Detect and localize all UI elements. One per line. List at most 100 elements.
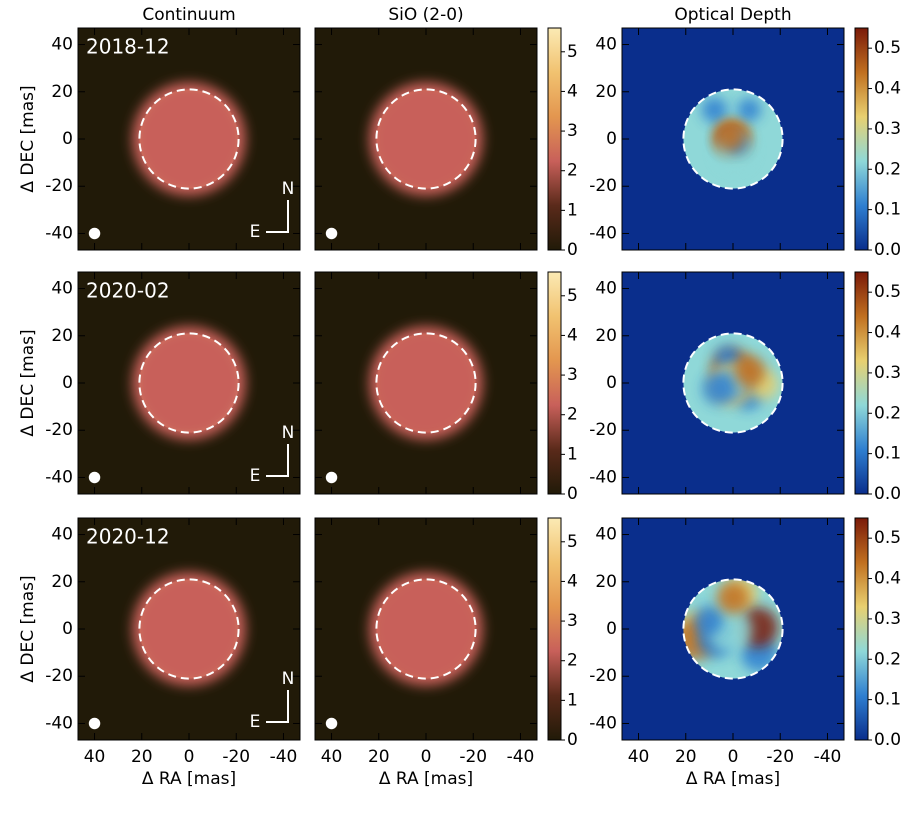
disk-outline (138, 88, 240, 190)
x-tick-label: 40 (84, 747, 106, 767)
x-tick-label: 40 (628, 747, 650, 767)
compass-north: N (282, 179, 295, 199)
column-title: Optical Depth (674, 5, 791, 25)
x-axis-label: Δ RA [mas] (379, 769, 473, 789)
epoch-label: 2018-12 (86, 35, 170, 59)
colorbar-tick-label: 3 (567, 365, 578, 385)
disk-map (683, 333, 783, 433)
y-tick-label: 40 (595, 35, 617, 55)
y-tick-label: 20 (595, 572, 617, 592)
colorbar-tick-label: 0.3 (874, 609, 901, 629)
x-tick-label: 20 (131, 747, 153, 767)
colorbar-tick-label: 1 (567, 200, 578, 220)
disk-feature (693, 605, 724, 636)
y-tick-label: -20 (45, 666, 73, 686)
colorbar-tick-label: 5 (567, 42, 578, 62)
x-tick-label: 40 (321, 747, 343, 767)
beam (88, 227, 101, 240)
colorbar-tick-label: 2 (567, 161, 578, 181)
colorbar (547, 517, 562, 741)
colorbar-tick-label: 0 (567, 730, 578, 750)
colorbar-tick-label: 0.4 (874, 79, 901, 99)
colorbar-tick-label: 0.5 (874, 282, 901, 302)
colorbar-tick-label: 4 (567, 325, 578, 345)
compass-arrows (266, 690, 289, 723)
x-tick-label: -40 (507, 747, 535, 767)
beam (88, 471, 101, 484)
panel (78, 272, 300, 494)
panel (315, 28, 537, 250)
colorbar (547, 271, 562, 495)
y-axis-label: Δ DEC [mas] (18, 85, 38, 192)
colorbar-tick-label: 0.0 (874, 484, 901, 504)
colorbar-tick-label: 0.1 (874, 690, 901, 710)
x-tick-label: -40 (270, 747, 298, 767)
colorbar-tick-label: 0.2 (874, 159, 901, 179)
y-tick-label: 0 (62, 373, 73, 393)
colorbar-tick-label: 1 (567, 444, 578, 464)
y-tick-label: -20 (45, 176, 73, 196)
disk-outline (682, 88, 784, 190)
beam (88, 717, 101, 730)
x-tick-label: -20 (459, 747, 487, 767)
y-axis-label: Δ DEC [mas] (18, 575, 38, 682)
compass-arrows (266, 444, 289, 477)
disk-feature (716, 581, 750, 615)
colorbar-tick-label: 0.4 (874, 569, 901, 589)
panel (622, 28, 844, 250)
x-tick-label: -40 (814, 747, 842, 767)
beam (325, 471, 338, 484)
colorbar-tick-label: 5 (567, 532, 578, 552)
y-axis-label: Δ DEC [mas] (18, 329, 38, 436)
x-tick-label: 20 (368, 747, 390, 767)
limb-glow (132, 82, 246, 196)
disk-map (683, 89, 783, 189)
colorbar-tick-label: 0.4 (874, 323, 901, 343)
x-tick-label: 0 (184, 747, 195, 767)
colorbar (854, 517, 869, 741)
limb-glow (132, 572, 246, 686)
y-tick-label: -40 (589, 223, 617, 243)
colorbar-tick-label: 3 (567, 121, 578, 141)
colorbar-tick-label: 0 (567, 484, 578, 504)
y-tick-label: 0 (606, 373, 617, 393)
epoch-label: 2020-12 (86, 525, 170, 549)
x-tick-label: -20 (222, 747, 250, 767)
compass-east: E (250, 222, 261, 242)
x-tick-label: -20 (766, 747, 794, 767)
y-tick-label: -20 (589, 420, 617, 440)
panel (78, 28, 300, 250)
disk-feature (702, 371, 736, 406)
disk-feature (737, 97, 761, 122)
colorbar (854, 271, 869, 495)
y-tick-label: 20 (595, 326, 617, 346)
epoch-label: 2020-02 (86, 279, 170, 303)
colorbar-tick-label: 0.5 (874, 38, 901, 58)
y-tick-label: 40 (51, 279, 73, 299)
y-tick-label: 20 (51, 572, 73, 592)
compass-north: N (282, 423, 295, 443)
beam (325, 227, 338, 240)
colorbar (547, 27, 562, 251)
compass-arrows (266, 200, 289, 233)
disk-outline (138, 332, 240, 434)
limb-glow (369, 82, 483, 196)
y-tick-label: 0 (606, 129, 617, 149)
y-tick-label: -40 (589, 467, 617, 487)
compass-north: N (282, 669, 295, 689)
colorbar-tick-label: 0.3 (874, 363, 901, 383)
disk-outline (682, 578, 784, 680)
colorbar-tick-label: 2 (567, 405, 578, 425)
limb-glow (369, 326, 483, 440)
colorbar-tick-label: 0.0 (874, 730, 901, 750)
x-tick-label: 0 (421, 747, 432, 767)
colorbar (854, 27, 869, 251)
x-tick-label: 20 (675, 747, 697, 767)
y-tick-label: 20 (595, 82, 617, 102)
panel (622, 518, 844, 740)
disk-outline (375, 332, 477, 434)
colorbar-tick-label: 0.1 (874, 444, 901, 464)
y-tick-label: 40 (595, 279, 617, 299)
disk-feature (701, 97, 728, 123)
